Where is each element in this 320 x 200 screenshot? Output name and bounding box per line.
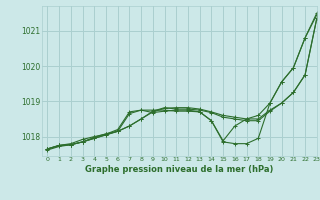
- X-axis label: Graphe pression niveau de la mer (hPa): Graphe pression niveau de la mer (hPa): [85, 165, 273, 174]
